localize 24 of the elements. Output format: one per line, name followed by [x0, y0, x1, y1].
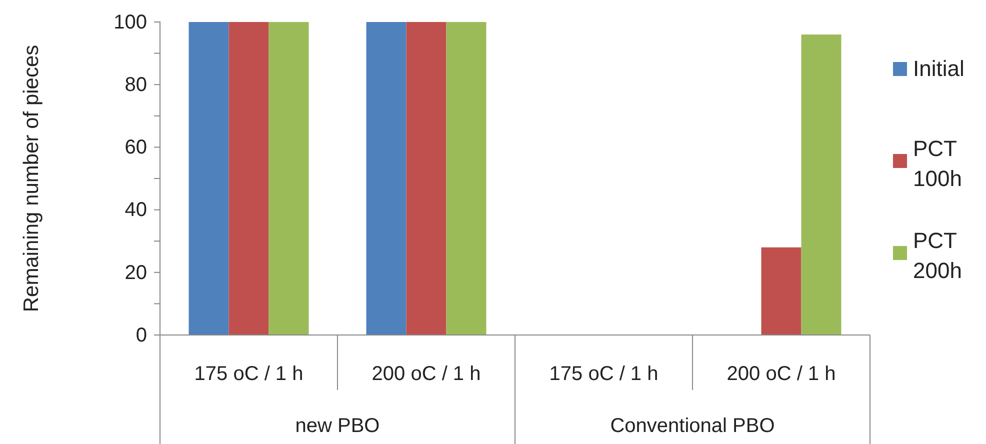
bar: [761, 247, 802, 335]
x-tick-label: 200 oC / 1 h: [726, 363, 836, 385]
text: Conventional PBO: [610, 415, 775, 437]
legend-label: PCT 100h: [913, 136, 962, 191]
y-tick-label: 80: [124, 74, 147, 96]
legend-label: Initial: [913, 56, 964, 81]
bar: [188, 22, 229, 335]
y-tick-label: 0: [136, 324, 147, 346]
bar: [801, 34, 842, 335]
legend-label: PCT 200h: [913, 228, 962, 283]
bar: [406, 22, 446, 335]
text: new PBO: [295, 415, 380, 437]
x-tick-label: 175 oC / 1 h: [549, 363, 658, 385]
y-tick-label: 20: [124, 262, 147, 284]
x-tick-label: 200 oC / 1 h: [372, 363, 481, 385]
y-tick-label: 60: [124, 136, 147, 159]
y-axis-title: Remaining number of pieces: [20, 44, 43, 312]
y-tick-label: 40: [124, 199, 147, 222]
bar: [446, 22, 486, 335]
x-tick-label: 175 oC / 1 h: [194, 363, 304, 385]
y-tick-label: 100: [114, 11, 147, 34]
bar: [366, 22, 406, 335]
bar: [268, 22, 309, 335]
bar: [228, 22, 269, 335]
